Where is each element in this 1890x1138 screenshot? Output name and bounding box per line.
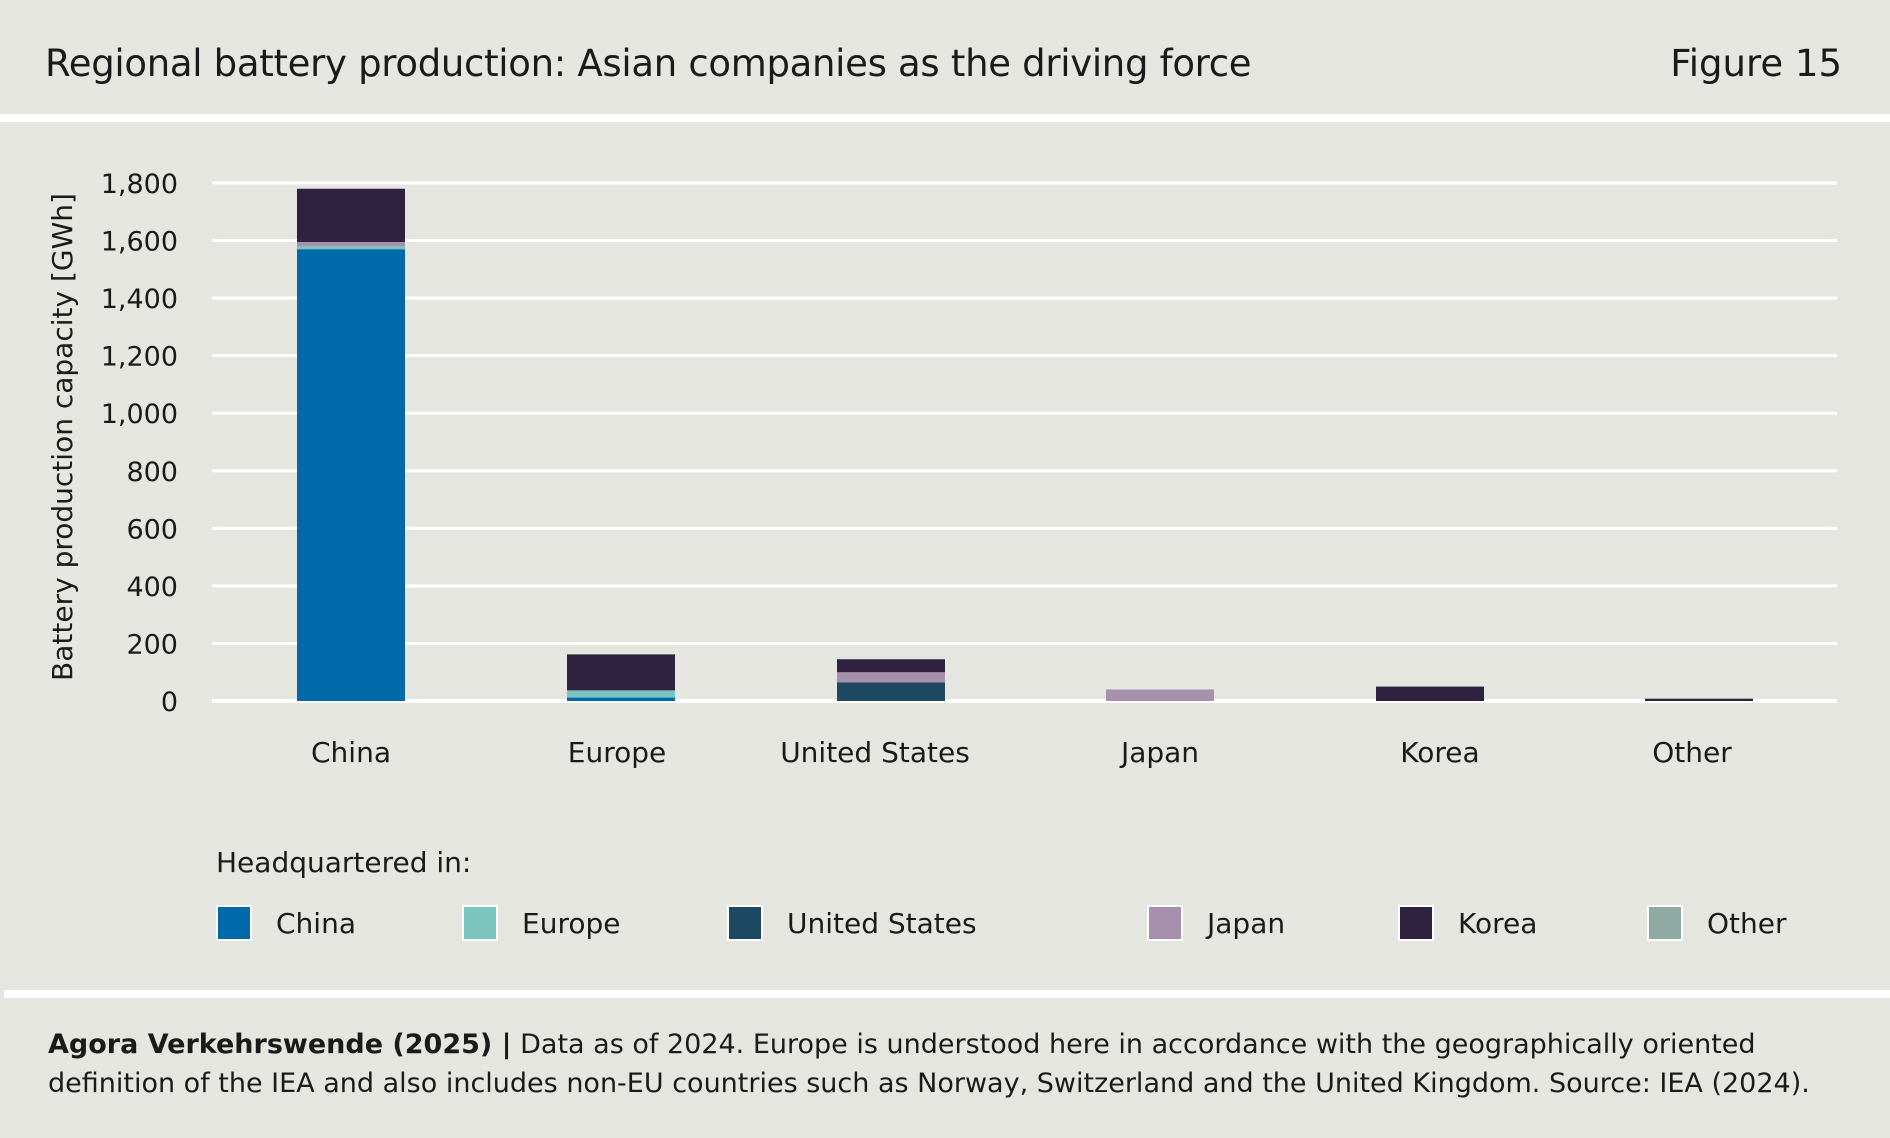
legend-item-japan: Japan	[1147, 905, 1285, 941]
footer-note: Agora Verkehrswende (2025) | Data as of …	[48, 1025, 1848, 1103]
x-tick-label-japan: Japan	[1119, 736, 1199, 769]
figure-number: Figure 15	[1670, 42, 1842, 85]
stacked-bar-chart: 0 200 400 600 800 1,000 1,200 1,400 1,600 1,800 C…	[46, 169, 1837, 769]
bar-united-states-korea	[837, 659, 945, 673]
footer-text: Data as of 2024. Europe is understood he…	[48, 1029, 1810, 1099]
bars	[297, 188, 1753, 701]
bar-korea-korea	[1376, 686, 1484, 701]
bar-china-japan	[297, 241, 405, 247]
y-tick-label: 200	[126, 629, 178, 660]
y-tick-label: 1,000	[101, 399, 178, 430]
legend-label: China	[276, 906, 356, 940]
y-axis-label: Battery production capacity [GWh]	[46, 193, 79, 681]
y-tick-label: 1,400	[101, 284, 178, 315]
x-tick-labels: China Europe United States Japan Korea Other	[311, 736, 1732, 769]
y-tick-label: 800	[126, 457, 178, 488]
y-tick-label: 1,600	[101, 227, 178, 258]
bar-china-korea	[297, 188, 405, 242]
footer-source: Agora Verkehrswende (2025) |	[48, 1029, 512, 1060]
bar-europe-europe	[567, 690, 675, 698]
legend-label: Europe	[522, 906, 621, 940]
header-divider	[0, 114, 1890, 122]
chart-title: Regional battery production: Asian compa…	[45, 42, 1252, 85]
x-tick-label-united-states: United States	[780, 736, 970, 769]
legend-label: Other	[1707, 906, 1787, 940]
footer-divider	[4, 990, 1890, 998]
y-tick-label: 400	[126, 572, 178, 603]
x-tick-label-korea: Korea	[1400, 736, 1479, 769]
bar-china-europe	[297, 246, 405, 250]
x-tick-label-other: Other	[1652, 736, 1732, 769]
legend-swatch	[216, 905, 252, 941]
bar-united-states-united-states	[837, 682, 945, 701]
legend-heading: Headquartered in:	[216, 846, 472, 879]
legend-swatch	[727, 905, 763, 941]
bar-other-korea	[1645, 698, 1753, 701]
figure-header: Regional battery production: Asian compa…	[0, 0, 1890, 114]
legend-item-united-states: United States	[727, 905, 977, 941]
bar-europe-china	[567, 697, 675, 701]
legend-label: United States	[787, 906, 977, 940]
legend-label: Korea	[1458, 906, 1538, 940]
legend-item-china: China	[216, 905, 356, 941]
x-tick-label-europe: Europe	[568, 736, 666, 769]
legend-swatch	[462, 905, 498, 941]
bar-europe-korea	[567, 654, 675, 691]
legend-label: Japan	[1207, 906, 1286, 940]
legend-swatch	[1647, 905, 1683, 941]
legend-item-other: Other	[1647, 905, 1787, 941]
x-tick-label-china: China	[311, 736, 391, 769]
y-tick-label: 0	[161, 687, 178, 718]
y-tick-label: 1,800	[101, 169, 178, 200]
gridlines	[212, 181, 1837, 703]
legend-item-korea: Korea	[1398, 905, 1537, 941]
bar-japan-japan	[1106, 689, 1214, 701]
legend: China Europe United States Japan Korea Other	[0, 905, 1890, 955]
y-tick-label: 600	[126, 514, 178, 545]
legend-swatch	[1398, 905, 1434, 941]
legend-item-europe: Europe	[462, 905, 620, 941]
y-tick-label: 1,200	[101, 342, 178, 373]
bar-united-states-japan	[837, 672, 945, 683]
legend-swatch	[1147, 905, 1183, 941]
y-tick-labels: 0 200 400 600 800 1,000 1,200 1,400 1,600 1,800	[101, 169, 178, 718]
bar-china-china	[297, 249, 405, 701]
